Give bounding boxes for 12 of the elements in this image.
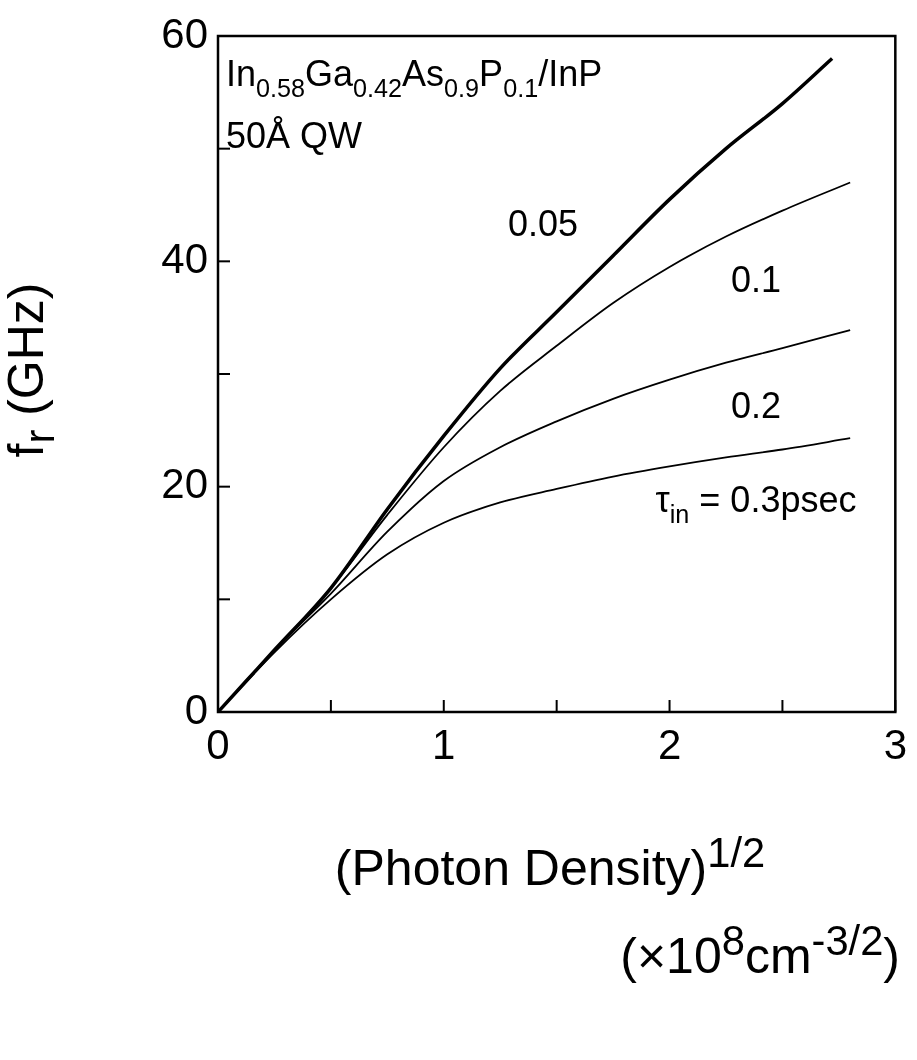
series-label: 0.2 [730, 384, 782, 426]
text: (Photon Density)$^{1/2}$ (×10$^{8}$cm$^{-3/2}$) [334, 829, 900, 984]
x-tick-label: 3 [883, 720, 907, 768]
y-tick-label: 0 [184, 685, 208, 733]
series-label: 0.1 [730, 258, 782, 300]
x-tick-label: 2 [657, 720, 682, 768]
x-tick-label: 1 [432, 720, 456, 768]
annotation: 50Å QW [226, 115, 363, 156]
y-tick-label: 60 [161, 9, 208, 57]
series-label: 0.05 [508, 202, 579, 244]
y-tick-label: 40 [161, 234, 208, 282]
y-tick-label: 20 [161, 460, 208, 508]
